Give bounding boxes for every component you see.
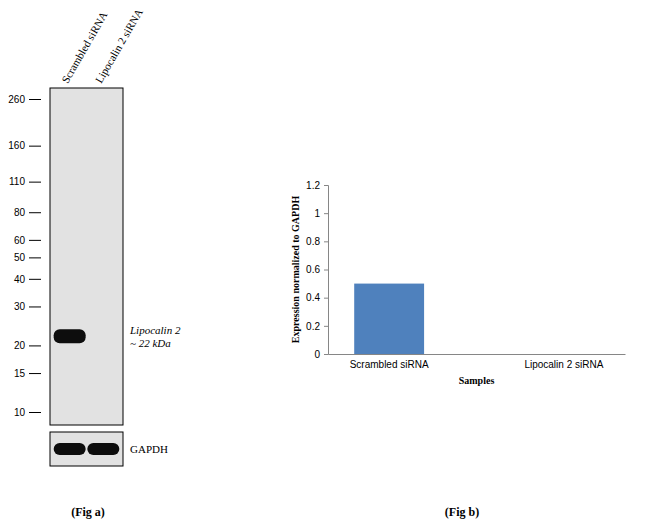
y-tick: 0.2 — [306, 321, 328, 332]
y-tick-line — [324, 270, 328, 271]
x-tick: Lipocalin 2 siRNA — [524, 354, 603, 370]
y-tick-label: 0.8 — [306, 236, 320, 247]
y-axis-line — [324, 186, 329, 355]
panel-label: (Fig b) — [445, 505, 479, 519]
bar — [529, 354, 599, 355]
y-tick-label: 0.6 — [306, 264, 320, 275]
marker-tick: 40 — [14, 274, 41, 285]
y-tick: 0.4 — [306, 292, 328, 303]
y-tick-line — [324, 185, 328, 186]
marker-label: 60 — [14, 235, 26, 246]
marker-tick-line — [29, 99, 41, 100]
y-tick: 1 — [314, 208, 328, 219]
y-tick-label: 1.2 — [306, 180, 320, 191]
y-tick: 1.2 — [306, 180, 328, 191]
y-axis: 0 0.2 0.4 0.6 0.8 1 1.2 — [306, 180, 328, 360]
loading-control-membrane — [50, 432, 123, 466]
marker-tick-line — [29, 182, 41, 183]
marker-tick-line — [29, 345, 41, 346]
figure: 2601601108060504030201510Scrambled siRNA… — [0, 0, 650, 527]
blot-membrane — [50, 88, 123, 425]
y-tick-line — [324, 326, 328, 327]
loading-control-band — [54, 443, 86, 455]
y-tick-line — [324, 213, 328, 214]
marker-tick: 110 — [9, 176, 41, 187]
target-label: Lipocalin 2 — [129, 324, 181, 336]
target-band — [54, 329, 86, 343]
marker-tick: 15 — [14, 368, 41, 379]
x-axis-title: Samples — [459, 375, 495, 386]
marker-label: 15 — [14, 368, 26, 379]
y-tick-line — [324, 354, 328, 355]
marker-tick-line — [29, 146, 41, 147]
marker-tick: 30 — [14, 301, 41, 312]
y-tick-label: 0.4 — [306, 292, 320, 303]
y-tick-label: 0.2 — [306, 321, 320, 332]
marker-tick: 160 — [8, 140, 41, 151]
marker-tick-line — [29, 279, 41, 280]
marker-label: 10 — [14, 407, 26, 418]
blot-panel: 2601601108060504030201510Scrambled siRNA… — [8, 6, 181, 466]
target-size-label: ~ 22 kDa — [130, 337, 171, 349]
marker-tick-line — [29, 212, 41, 213]
marker-label: 160 — [8, 140, 25, 151]
bar — [354, 284, 424, 354]
y-tick: 0.8 — [306, 236, 328, 247]
x-tick-label: Scrambled siRNA — [350, 359, 429, 370]
marker-tick-line — [29, 306, 41, 307]
marker-tick: 50 — [14, 252, 41, 263]
lane-label: Lipocalin 2 siRNA — [93, 6, 145, 85]
marker-tick: 60 — [14, 235, 41, 246]
marker-tick-line — [29, 240, 41, 241]
marker-label: 260 — [8, 94, 25, 105]
bars — [354, 284, 424, 354]
y-tick-line — [324, 241, 328, 242]
marker-label: 80 — [14, 207, 26, 218]
x-tick: Scrambled siRNA — [350, 354, 429, 370]
marker-tick: 80 — [14, 207, 41, 218]
marker-tick: 20 — [14, 340, 41, 351]
marker-label: 110 — [9, 176, 25, 187]
y-axis-title: Expression normalized to GAPDH — [290, 196, 301, 344]
bar-chart: 0 0.2 0.4 0.6 0.8 1 1.2 Scrambled siRNA Lipocali… — [290, 180, 626, 386]
y-tick-line — [324, 298, 328, 299]
marker-tick-line — [29, 412, 41, 413]
loading-control-band — [87, 443, 119, 455]
marker-label: 50 — [14, 252, 26, 263]
marker-tick-line — [29, 257, 41, 258]
panel-label: (Fig a) — [71, 505, 105, 519]
x-axis-line — [329, 354, 626, 355]
y-tick: 0.6 — [306, 264, 328, 275]
x-tick-label: Lipocalin 2 siRNA — [524, 359, 603, 370]
y-tick: 0 — [314, 349, 328, 360]
marker-tick: 260 — [8, 94, 41, 105]
loading-control-label: GAPDH — [130, 443, 168, 455]
marker-label: 20 — [14, 340, 26, 351]
y-tick-label: 0 — [314, 349, 320, 360]
marker-tick-line — [29, 373, 41, 374]
marker-label: 30 — [14, 301, 26, 312]
y-tick-label: 1 — [314, 208, 320, 219]
marker-label: 40 — [14, 274, 26, 285]
marker-tick: 10 — [14, 407, 41, 418]
marker-ladder: 260 160 110 80 60 50 40 30 20 15 10 — [8, 94, 41, 418]
x-axis: Scrambled siRNA Lipocalin 2 siRNA — [329, 354, 626, 370]
